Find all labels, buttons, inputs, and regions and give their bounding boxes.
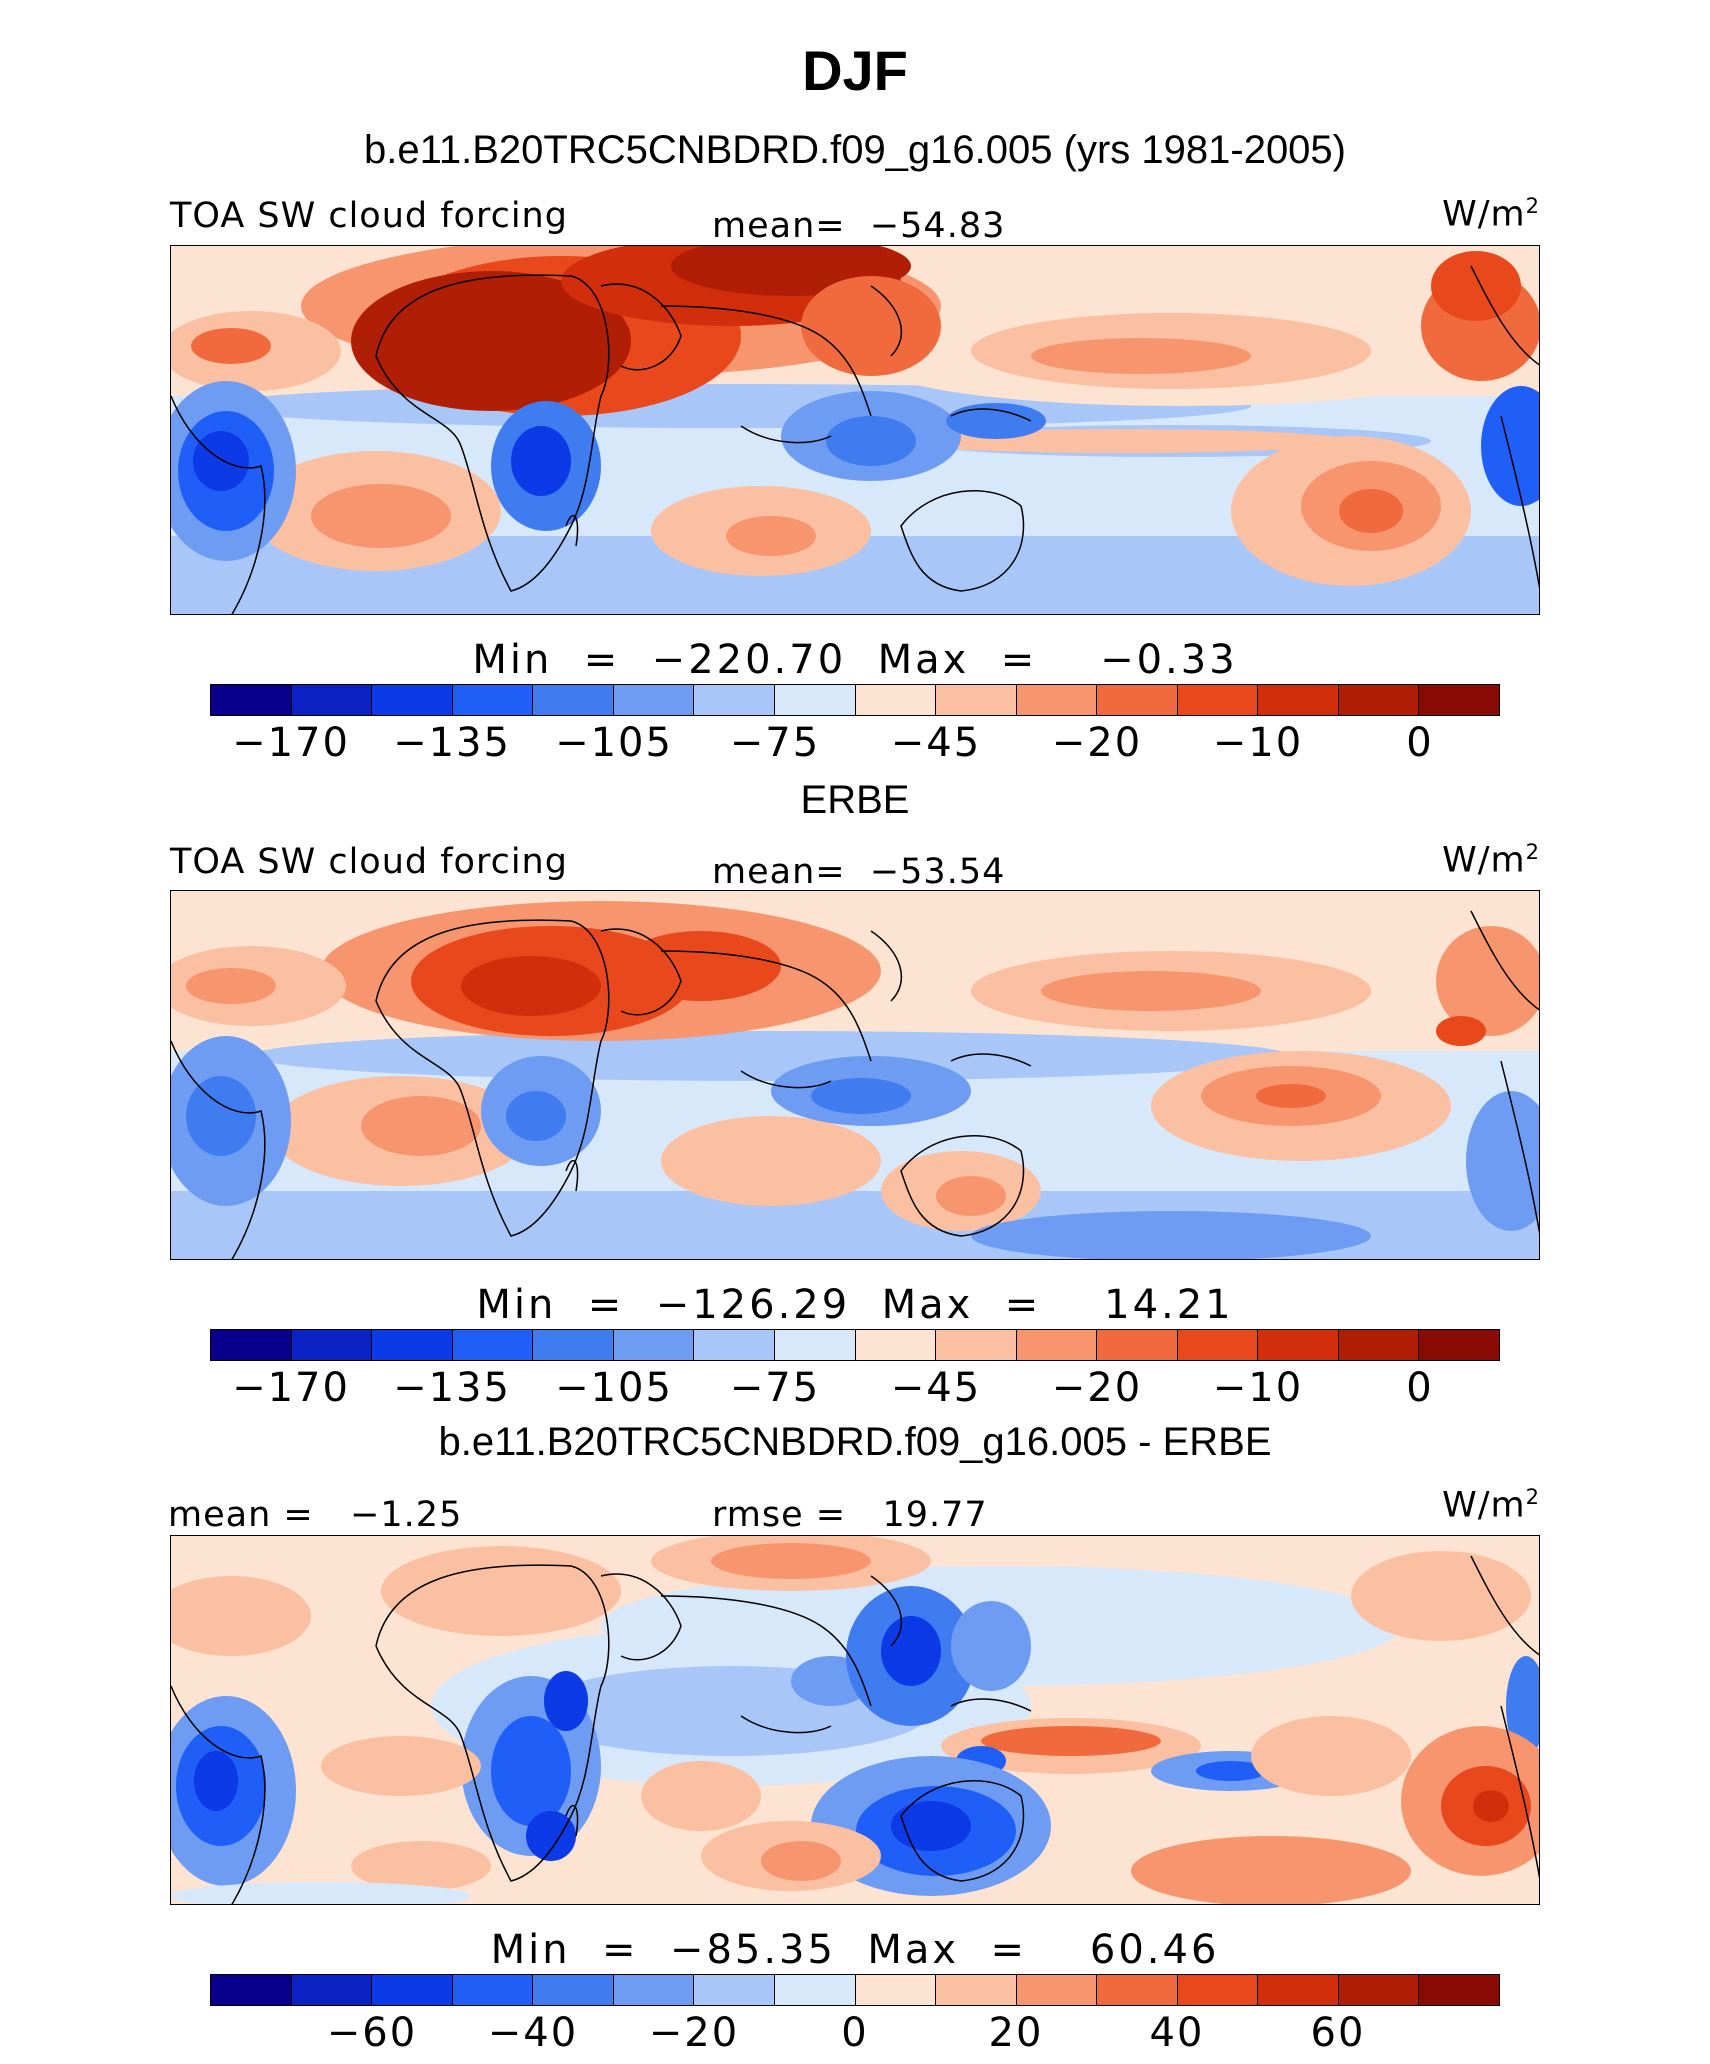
colorbar-tick-label: −10 xyxy=(1212,720,1304,766)
colorbar-tick-label: −40 xyxy=(487,2010,579,2056)
colorbar-tick-label: 0 xyxy=(841,2010,869,2056)
colorbar-swatch xyxy=(936,685,1017,715)
colorbar-tick-label: −20 xyxy=(1051,720,1143,766)
panel-3-map xyxy=(170,1535,1540,1905)
colorbar-swatch xyxy=(855,1975,937,2005)
panel-3-min-max: Min = −85.35 Max = 60.46 xyxy=(490,1927,1220,1973)
panel-3-units: W/m2 xyxy=(1442,1485,1540,1526)
colorbar-tick-label: 40 xyxy=(1149,2010,1205,2056)
panel-3-colorbar xyxy=(210,1974,1500,2006)
panel-2-left-label: TOA SW cloud forcing xyxy=(170,842,568,882)
colorbar-swatch xyxy=(291,1975,373,2005)
colorbar-swatch xyxy=(372,685,453,715)
colorbar-swatch xyxy=(1016,685,1098,715)
colorbar-swatch xyxy=(452,685,534,715)
colorbar-tick-label: −170 xyxy=(232,720,350,766)
colorbar-swatch xyxy=(1419,1330,1499,1360)
colorbar-swatch xyxy=(291,685,373,715)
colorbar-swatch xyxy=(211,1330,292,1360)
colorbar-tick-label: −170 xyxy=(232,1365,350,1411)
colorbar-tick-label: 20 xyxy=(988,2010,1044,2056)
colorbar-tick-label: −45 xyxy=(890,720,982,766)
colorbar-swatch xyxy=(936,1330,1017,1360)
colorbar-tick-label: −75 xyxy=(729,1365,821,1411)
colorbar-swatch xyxy=(1338,1330,1420,1360)
panel-2-title: ERBE xyxy=(800,778,910,822)
colorbar-swatch xyxy=(1338,1975,1420,2005)
colorbar-swatch xyxy=(1258,1330,1339,1360)
panel-1-units: W/m2 xyxy=(1442,194,1540,235)
colorbar-swatch xyxy=(452,1330,534,1360)
colorbar-swatch xyxy=(774,1975,856,2005)
colorbar-swatch xyxy=(211,685,292,715)
colorbar-swatch xyxy=(1016,1975,1098,2005)
colorbar-swatch xyxy=(1097,685,1178,715)
colorbar-tick-label: −135 xyxy=(393,720,511,766)
panel-3-left-label: mean = −1.25 xyxy=(168,1495,463,1535)
colorbar-swatch xyxy=(613,685,695,715)
colorbar-tick-label: −20 xyxy=(648,2010,740,2056)
colorbar-tick-label: −135 xyxy=(393,1365,511,1411)
colorbar-swatch xyxy=(613,1330,695,1360)
panel-1-left-label: TOA SW cloud forcing xyxy=(170,196,568,236)
colorbar-tick-label: −20 xyxy=(1051,1365,1143,1411)
colorbar-swatch xyxy=(1419,685,1499,715)
colorbar-swatch xyxy=(1097,1330,1178,1360)
panel-2-center-label: mean= −53.54 xyxy=(712,852,1006,892)
colorbar-tick-label: −45 xyxy=(890,1365,982,1411)
panel-2-map xyxy=(170,890,1540,1260)
colorbar-tick-label: 60 xyxy=(1310,2010,1366,2056)
colorbar-tick-label: −105 xyxy=(555,1365,673,1411)
colorbar-swatch xyxy=(1097,1975,1178,2005)
panel-1-min-max: Min = −220.70 Max = −0.33 xyxy=(472,637,1238,683)
colorbar-swatch xyxy=(1177,1975,1259,2005)
colorbar-tick-label: −75 xyxy=(729,720,821,766)
colorbar-swatch xyxy=(1177,1330,1259,1360)
panel-1-colorbar xyxy=(210,684,1500,716)
colorbar-tick-label: 0 xyxy=(1406,720,1434,766)
colorbar-swatch xyxy=(774,685,856,715)
panel-2-colorbar xyxy=(210,1329,1500,1361)
colorbar-swatch xyxy=(855,685,937,715)
colorbar-swatch xyxy=(694,685,775,715)
figure-title: DJF xyxy=(802,39,908,102)
colorbar-swatch xyxy=(1016,1330,1098,1360)
panel-3-title: b.e11.B20TRC5CNBDRD.f09_g16.005 - ERBE xyxy=(438,1420,1272,1464)
panel-1-center-label: mean= −54.83 xyxy=(712,206,1006,246)
colorbar-swatch xyxy=(1258,685,1339,715)
colorbar-tick-label: −60 xyxy=(326,2010,418,2056)
colorbar-swatch xyxy=(1177,685,1259,715)
colorbar-swatch xyxy=(372,1330,453,1360)
colorbar-swatch xyxy=(1258,1975,1339,2005)
colorbar-swatch xyxy=(291,1330,373,1360)
colorbar-swatch xyxy=(533,1975,614,2005)
colorbar-swatch xyxy=(694,1330,775,1360)
colorbar-swatch xyxy=(1338,685,1420,715)
colorbar-swatch xyxy=(694,1975,775,2005)
colorbar-swatch xyxy=(372,1975,453,2005)
panel-1-map xyxy=(170,245,1540,615)
panel-2-min-max: Min = −126.29 Max = 14.21 xyxy=(476,1282,1234,1328)
colorbar-swatch xyxy=(774,1330,856,1360)
panel-1-title: b.e11.B20TRC5CNBDRD.f09_g16.005 (yrs 198… xyxy=(363,128,1346,172)
panel-3-center-label: rmse = 19.77 xyxy=(712,1495,988,1535)
colorbar-swatch xyxy=(533,1330,614,1360)
colorbar-swatch xyxy=(855,1330,937,1360)
colorbar-swatch xyxy=(211,1975,292,2005)
panel-2-units: W/m2 xyxy=(1442,840,1540,881)
colorbar-swatch xyxy=(936,1975,1017,2005)
colorbar-tick-label: −10 xyxy=(1212,1365,1304,1411)
colorbar-tick-label: −105 xyxy=(555,720,673,766)
colorbar-swatch xyxy=(452,1975,534,2005)
colorbar-tick-label: 0 xyxy=(1406,1365,1434,1411)
colorbar-swatch xyxy=(533,685,614,715)
colorbar-swatch xyxy=(613,1975,695,2005)
colorbar-swatch xyxy=(1419,1975,1499,2005)
